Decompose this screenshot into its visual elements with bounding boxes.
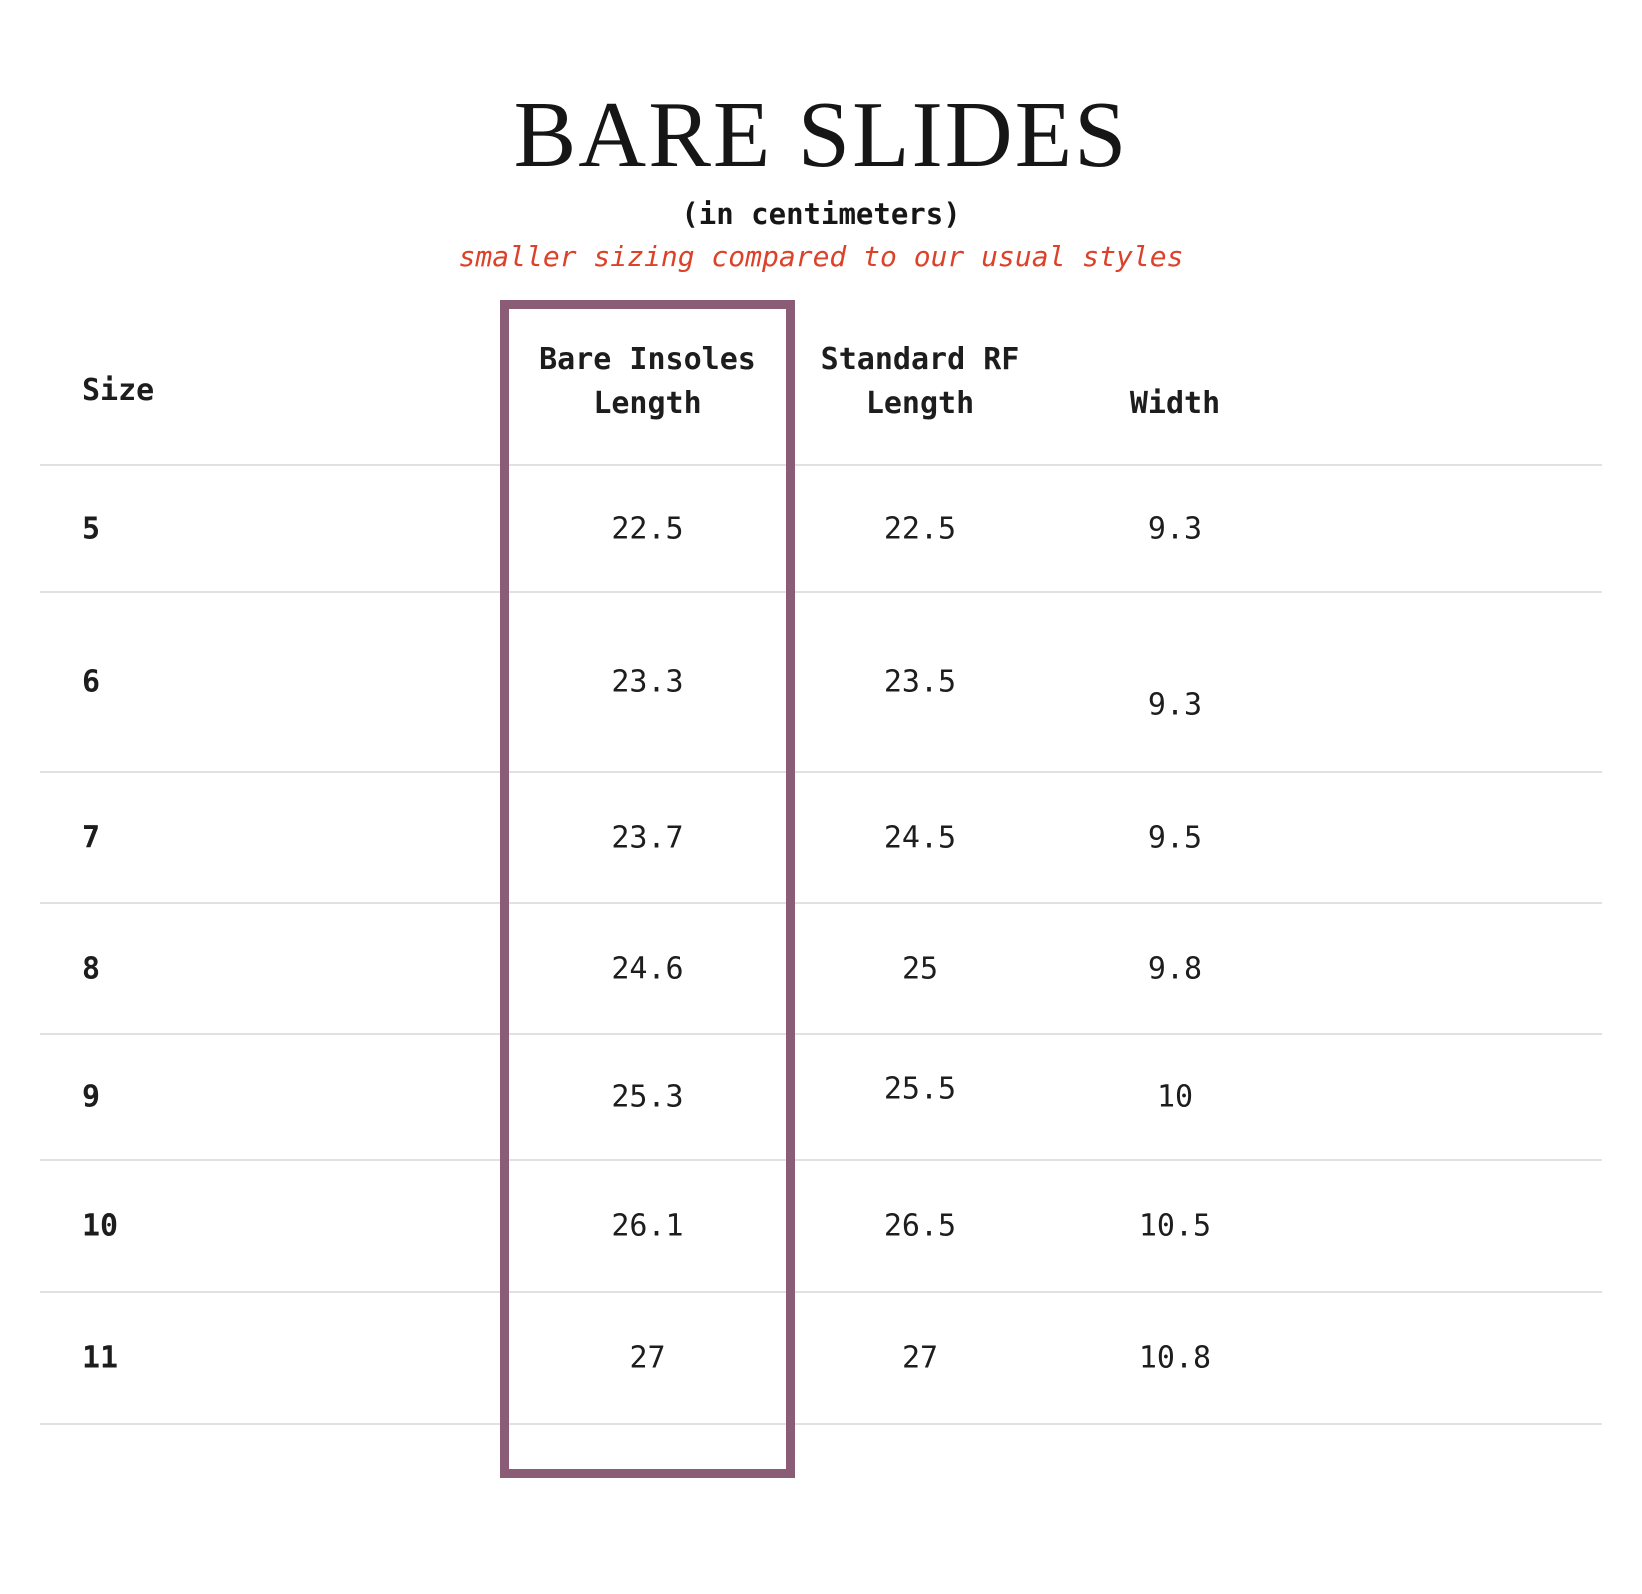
- table-row-size-5: 5 22.5 22.5 9.3: [40, 466, 1602, 593]
- table-header-row: Size Bare Insoles Length Standard RF Len…: [40, 300, 1602, 466]
- cell-standard-rf-length: 25.5: [883, 1071, 957, 1107]
- subtitle-units: (in centimeters): [681, 197, 961, 231]
- column-header-bare-line1: Bare Insoles: [539, 342, 756, 377]
- cell-bare-insoles-length: 26.1: [611, 1208, 684, 1244]
- table-row-size-7: 7 23.7 24.5 9.5: [40, 773, 1602, 904]
- cell-size: 5: [82, 511, 101, 546]
- cell-size: 8: [82, 951, 101, 986]
- column-header-bare-line2: Length: [593, 386, 702, 421]
- cell-standard-rf-length: 24.5: [883, 820, 957, 855]
- column-header-size: Size: [82, 373, 155, 408]
- cell-size: 11: [82, 1340, 119, 1376]
- cell-size: 6: [82, 664, 101, 700]
- table-row-size-8: 8 24.6 25 9.8: [40, 904, 1602, 1035]
- cell-standard-rf-length: 22.5: [883, 511, 957, 546]
- cell-bare-insoles-length: 22.5: [611, 511, 684, 546]
- title-wrap: BARE SLIDES: [0, 86, 1642, 185]
- column-header-std-line2: Length: [865, 386, 975, 421]
- column-header-standard-rf-length: Standard RF Length: [810, 338, 1030, 426]
- cell-bare-insoles-length: 24.6: [611, 951, 684, 986]
- cell-bare-insoles-length: 27: [629, 1340, 666, 1376]
- cell-width: 9.8: [1147, 951, 1203, 986]
- cell-size: 10: [82, 1208, 119, 1244]
- column-header-bare-insoles-length: Bare Insoles Length: [500, 338, 795, 426]
- table-row-size-11: 11 27 27 10.8: [40, 1293, 1602, 1425]
- cell-width: 10.5: [1138, 1208, 1212, 1244]
- cell-standard-rf-length: 26.5: [883, 1208, 957, 1244]
- cell-size: 7: [82, 820, 101, 855]
- cell-bare-insoles-length: 25.3: [611, 1079, 684, 1115]
- table-row-size-10: 10 26.1 26.5 10.5: [40, 1161, 1602, 1293]
- cell-width: 10.8: [1138, 1340, 1212, 1376]
- table-row-size-9: 9 25.3 25.5 10: [40, 1035, 1602, 1161]
- cell-bare-insoles-length: 23.3: [611, 664, 684, 700]
- cell-size: 9: [82, 1079, 101, 1115]
- cell-width: 9.3: [1147, 511, 1203, 546]
- cell-standard-rf-length: 27: [901, 1340, 939, 1376]
- size-table: Size Bare Insoles Length Standard RF Len…: [40, 300, 1602, 1425]
- table-row-size-6: 6 23.3 23.5 9.3: [40, 593, 1602, 773]
- cell-width: 9.5: [1147, 820, 1203, 855]
- page-title: BARE SLIDES: [513, 83, 1129, 187]
- cell-width: 9.3: [1147, 687, 1203, 723]
- cell-width: 10: [1156, 1079, 1194, 1115]
- cell-bare-insoles-length: 23.7: [611, 820, 684, 855]
- column-header-width: Width: [1129, 386, 1221, 421]
- cell-standard-rf-length: 23.5: [883, 664, 957, 700]
- cell-standard-rf-length: 25: [901, 951, 939, 986]
- sizing-note: smaller sizing compared to our usual sty…: [458, 240, 1184, 273]
- column-header-std-line1: Standard RF: [820, 342, 1020, 377]
